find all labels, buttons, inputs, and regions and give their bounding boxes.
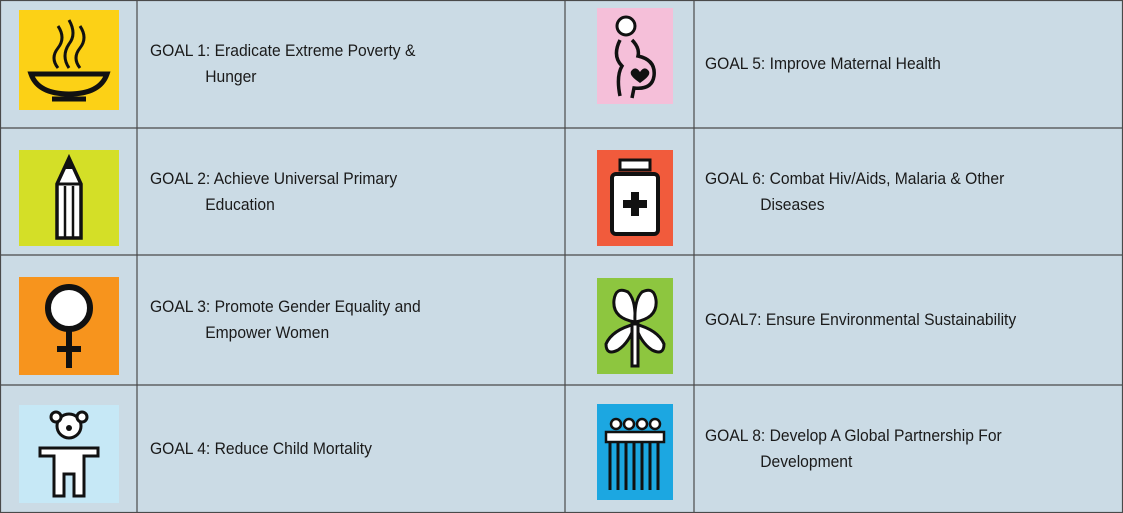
goal-line: GOAL 6: Combat Hiv/Aids, Malaria & Other <box>705 168 1005 188</box>
icon-partnership <box>597 404 673 500</box>
goal-line: GOAL 1: Eradicate Extreme Poverty & <box>150 41 416 60</box>
goal-text: GOAL 1: Eradicate Extreme Poverty & Hunge… <box>150 0 559 128</box>
goal-text: GOAL 3: Promote Gender Equality and Empow… <box>150 255 559 385</box>
icon-maternal <box>597 8 673 104</box>
goal-text: GOAL 4: Reduce Child Mortality <box>150 385 559 513</box>
goal-line: Empower Women <box>205 323 330 342</box>
goal-text: GOAL 6: Combat Hiv/Aids, Malaria & Other… <box>705 128 1117 255</box>
goal-text: GOAL 2: Achieve Universal Primary Educati… <box>150 128 559 255</box>
goal-line: Diseases <box>760 194 825 214</box>
goal-text: GOAL 8: Develop A Global Partnership For… <box>705 385 1117 513</box>
icon-education <box>19 150 119 246</box>
goal-line: Hunger <box>205 67 257 86</box>
icon-gender <box>19 277 119 375</box>
goal-text: GOAL7: Ensure Environmental Sustainabili… <box>705 255 1117 385</box>
goal-line: Development <box>760 452 853 471</box>
goal-line: GOAL 4: Reduce Child Mortality <box>150 439 372 458</box>
icon-disease <box>597 150 673 246</box>
goal-line: GOAL 5: Improve Maternal Health <box>705 54 941 73</box>
icon-child <box>19 405 119 503</box>
goal-text: GOAL 5: Improve Maternal Health <box>705 0 1117 128</box>
goal-line: GOAL 8: Develop A Global Partnership For <box>705 426 1002 445</box>
goal-line: Education <box>205 194 275 214</box>
goal-line: GOAL 2: Achieve Universal Primary <box>150 168 398 188</box>
icon-environment <box>597 278 673 374</box>
goal-line: GOAL 3: Promote Gender Equality and <box>150 297 421 316</box>
icon-hunger <box>19 10 119 110</box>
goal-line: GOAL7: Ensure Environmental Sustainabili… <box>705 310 1017 329</box>
